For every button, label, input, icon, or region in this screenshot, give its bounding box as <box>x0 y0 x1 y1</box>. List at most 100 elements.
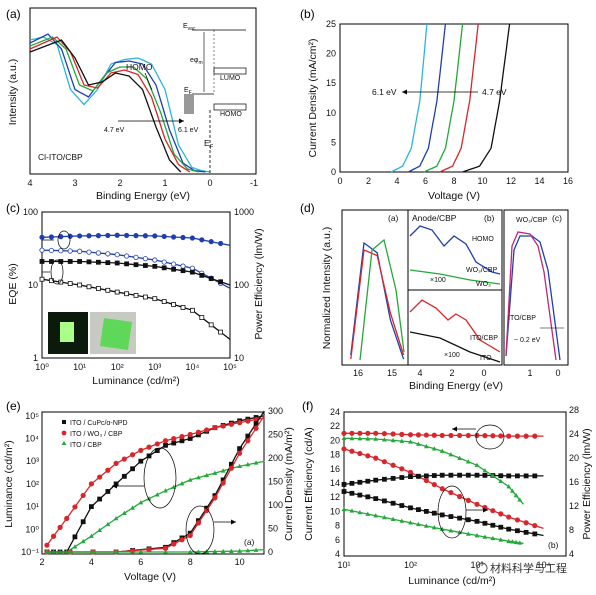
panel-f-data-point <box>349 448 355 454</box>
panel-b-xtick: 2 <box>366 176 371 186</box>
panel-f-data-point <box>465 531 471 536</box>
panel-e-data-point <box>105 467 111 473</box>
panel-e-data-point <box>212 549 218 554</box>
panel-f-data-point <box>506 526 512 532</box>
panel-c-data-point <box>48 247 55 254</box>
panel-f-data-point <box>517 540 523 545</box>
legend-marker <box>62 420 66 424</box>
panel-c-data-point <box>171 261 177 267</box>
panel-a-xtick: 3 <box>72 178 77 188</box>
panel-d-cutoff-line <box>350 249 405 360</box>
panel-e-data-point <box>253 421 259 426</box>
panel-f-data-point <box>532 433 538 439</box>
panel-a-xtick: 1 <box>162 178 167 188</box>
panel-e-data-point <box>154 441 160 447</box>
panel-a-spectrum-line <box>29 36 199 173</box>
panel-f-data-point <box>357 430 363 436</box>
panel-e-data-point <box>72 504 78 510</box>
panel-d-ylabel: Normalized Intensity (a.u.) <box>321 227 333 350</box>
panel-e-data-point <box>187 549 193 554</box>
panel-a-homo-pointer <box>144 72 153 91</box>
panel-d-xlabel: Binding Energy (eV) <box>409 380 503 392</box>
panel-e-ytick-right: 150 <box>268 477 283 487</box>
panel-f-data-point <box>448 432 454 439</box>
panel-f: (f) 10¹ 10² 10³ 10⁴468101214161820222448121… <box>302 399 593 587</box>
panel-f-ytick-right: 28 <box>569 405 579 415</box>
panel-b-xtick: 6 <box>423 176 428 186</box>
panel-c-data-point <box>95 250 102 256</box>
panel-f-ytick-left: 8 <box>335 521 340 531</box>
panel-f-data-point <box>365 478 371 484</box>
panel-e-data-point <box>179 438 185 444</box>
panel-f-data-point <box>439 512 445 518</box>
panel-a-e-left: 4.7 eV <box>104 127 125 134</box>
panel-f-data-point <box>407 432 414 438</box>
panel-e-data-point <box>105 489 111 494</box>
panel-e-data-point <box>44 542 50 548</box>
panel-f-data-point <box>390 462 396 468</box>
panel-f-ytick-right: 20 <box>569 453 579 463</box>
panel-f-data-point <box>341 430 347 436</box>
panel-f-data-point <box>448 514 454 519</box>
panel-e-data-point <box>146 444 152 450</box>
panel-e-ytick-left: 10⁻¹ <box>21 547 39 557</box>
panel-f-data-point <box>474 462 480 468</box>
panel-f-data-point <box>416 441 421 446</box>
panel-f-data-point <box>523 520 529 526</box>
panel-b-ytick: 20 <box>326 49 336 59</box>
panel-e-data-point <box>64 515 70 522</box>
panel-f-data-point <box>381 459 388 465</box>
panel-f-data-point <box>515 473 520 479</box>
panel-f-data-point <box>498 478 504 484</box>
panel-c-data-point <box>133 262 139 268</box>
panel-e-ytick-right: 100 <box>268 500 283 510</box>
panel-f-data-point <box>341 506 347 512</box>
panel-c-data-point <box>86 233 92 239</box>
panel-f-ytick-right: 4 <box>569 549 574 559</box>
panel-f-data-point <box>457 455 463 460</box>
panel-a-frame <box>29 7 257 175</box>
panel-a-homo-label: HOMO <box>126 62 153 72</box>
panel-a-spectrum-line <box>29 33 206 173</box>
panel-e-data-point <box>138 447 144 453</box>
panel-b-x-ticks: 0 2 4 6 8 10 12 14 16 <box>337 176 573 186</box>
panel-e-data-point <box>196 475 201 480</box>
panel-d-sub-a: (a) <box>388 213 399 223</box>
panel-f-data-point <box>532 473 538 479</box>
panel-c-data-point <box>114 289 120 295</box>
panel-f-data-point <box>349 430 355 436</box>
panel-e-data-point <box>253 460 259 465</box>
panel-f-data-point <box>439 472 445 478</box>
panel-e-data-point <box>57 524 63 530</box>
panel-c-xtick: 10⁴ <box>185 362 199 372</box>
panel-e-data-point <box>105 521 111 527</box>
panel-f-data-point <box>423 473 429 479</box>
panel-c-data-point <box>180 234 186 241</box>
panel-f-data-point <box>490 473 496 478</box>
panel-f-data-point <box>399 503 405 508</box>
panel-f-data-point <box>482 534 488 539</box>
panel-c-data-point <box>48 234 55 240</box>
panel-b-jv-line <box>423 23 464 173</box>
panel-b-xtick: 8 <box>451 176 456 186</box>
panel-c-data-point <box>77 233 83 239</box>
panel-d-xtick: 2 <box>449 368 454 378</box>
panel-d-curves <box>350 225 561 363</box>
panel-e-ellipse-right <box>185 505 215 555</box>
panel-f-data-point <box>498 537 504 542</box>
panel-f-ytick-right: 24 <box>569 429 579 439</box>
panel-e-ytick-left: 10² <box>26 479 39 489</box>
panel-f-data-point <box>490 508 496 514</box>
panel-f-data-point <box>390 475 396 481</box>
panel-f-data-point <box>341 489 347 494</box>
panel-d-homo-line <box>409 299 501 353</box>
panel-b-ytick: 5 <box>331 137 336 147</box>
panel-e-data-point <box>245 548 251 553</box>
panel-e-data-point <box>121 456 127 462</box>
panel-f-data-point <box>448 472 454 478</box>
panel-b-ytick: 25 <box>326 19 336 29</box>
panel-e-data-point <box>121 473 127 479</box>
panel-f-data-point <box>439 448 445 453</box>
panel-e-letter: (e) <box>6 399 21 413</box>
